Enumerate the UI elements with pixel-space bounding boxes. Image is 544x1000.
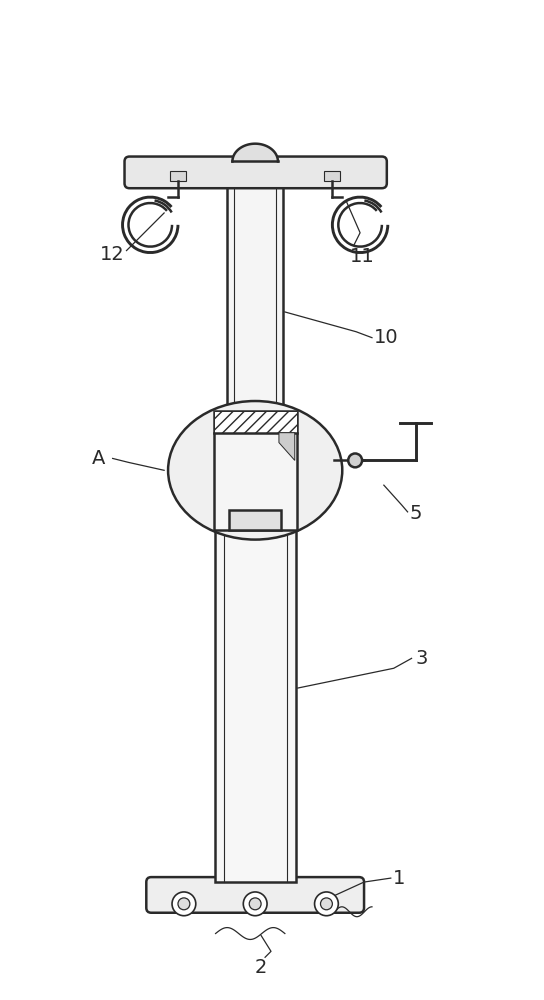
- Circle shape: [172, 892, 196, 916]
- Circle shape: [320, 898, 332, 910]
- FancyBboxPatch shape: [125, 157, 387, 188]
- Circle shape: [178, 898, 190, 910]
- Text: 3: 3: [416, 649, 428, 668]
- Bar: [214, 411, 296, 530]
- Bar: [170, 171, 186, 181]
- FancyBboxPatch shape: [146, 877, 364, 913]
- Bar: [324, 171, 341, 181]
- Bar: [227, 183, 283, 441]
- Text: 11: 11: [350, 247, 375, 266]
- Text: A: A: [92, 449, 106, 468]
- Polygon shape: [279, 433, 295, 460]
- Circle shape: [314, 892, 338, 916]
- Circle shape: [249, 898, 261, 910]
- Ellipse shape: [168, 401, 342, 540]
- Bar: [230, 510, 281, 530]
- Text: 2: 2: [255, 958, 267, 977]
- Text: 12: 12: [100, 245, 125, 264]
- Text: 10: 10: [374, 328, 399, 347]
- Text: 1: 1: [393, 869, 405, 888]
- Bar: [214, 411, 296, 433]
- Circle shape: [348, 453, 362, 467]
- Bar: [214, 510, 296, 882]
- Circle shape: [243, 892, 267, 916]
- Text: 5: 5: [410, 504, 422, 523]
- Polygon shape: [232, 144, 278, 161]
